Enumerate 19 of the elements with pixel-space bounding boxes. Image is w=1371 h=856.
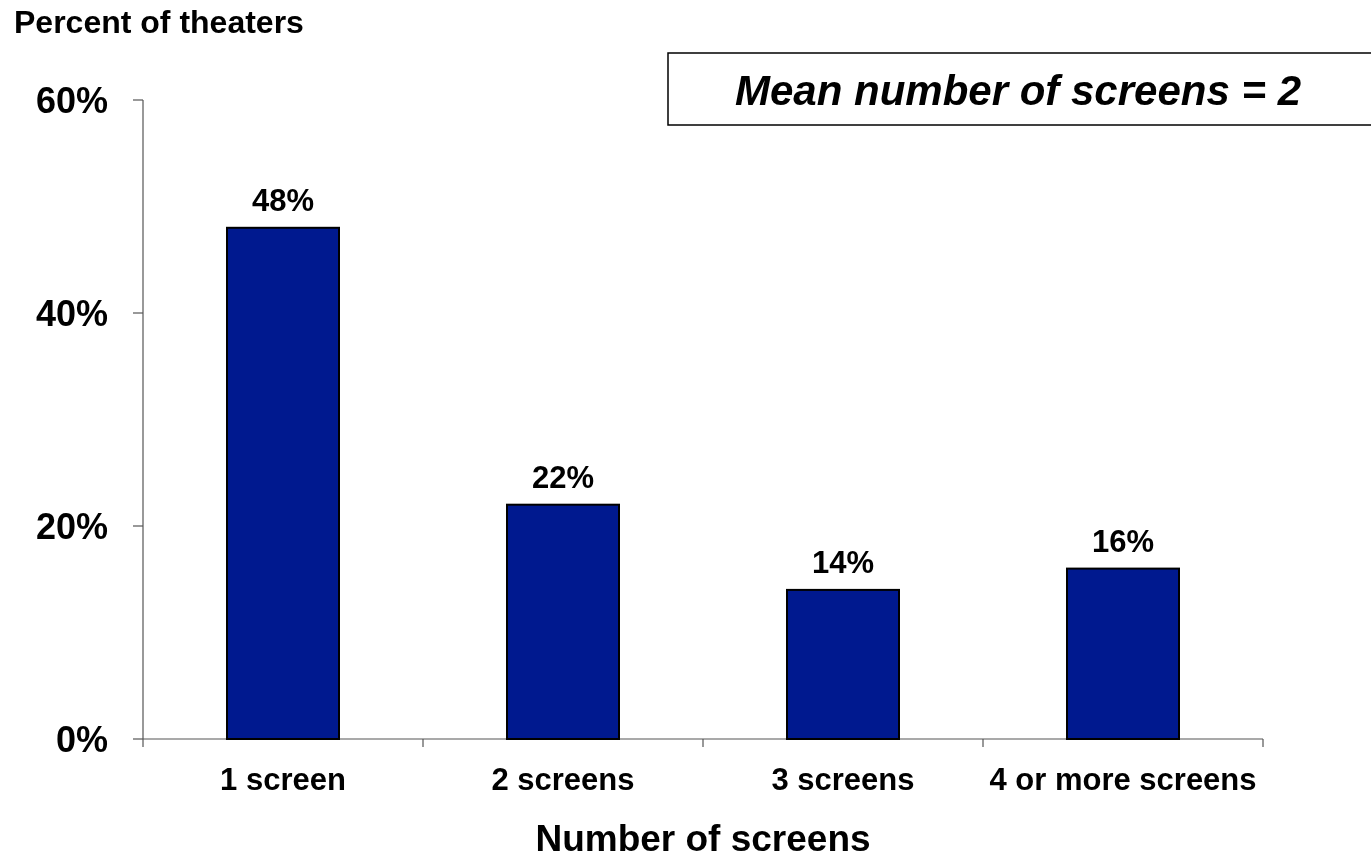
data-label: 16% — [1091, 523, 1155, 559]
bar — [226, 226, 340, 740]
y-axis-title: Percent of theaters — [14, 4, 304, 40]
y-tick-label: 0% — [55, 718, 108, 760]
x-tick-label: 4 or more screens — [989, 762, 1257, 797]
data-label: 48% — [251, 182, 315, 218]
x-axis-title: Number of screens — [535, 818, 871, 856]
bar — [786, 588, 900, 740]
y-tick-label: 60% — [35, 79, 108, 121]
data-label: 14% — [811, 544, 875, 580]
x-tick-label: 2 screens — [491, 762, 635, 797]
annotation: Mean number of screens = 2 — [734, 67, 1302, 114]
data-label: 22% — [531, 459, 595, 495]
y-tick-label: 20% — [35, 505, 108, 547]
y-tick-label: 40% — [35, 292, 108, 334]
x-tick-label: 1 screen — [220, 762, 346, 797]
bar — [506, 503, 620, 740]
bar — [1066, 567, 1180, 740]
x-tick-label: 3 screens — [771, 762, 915, 797]
